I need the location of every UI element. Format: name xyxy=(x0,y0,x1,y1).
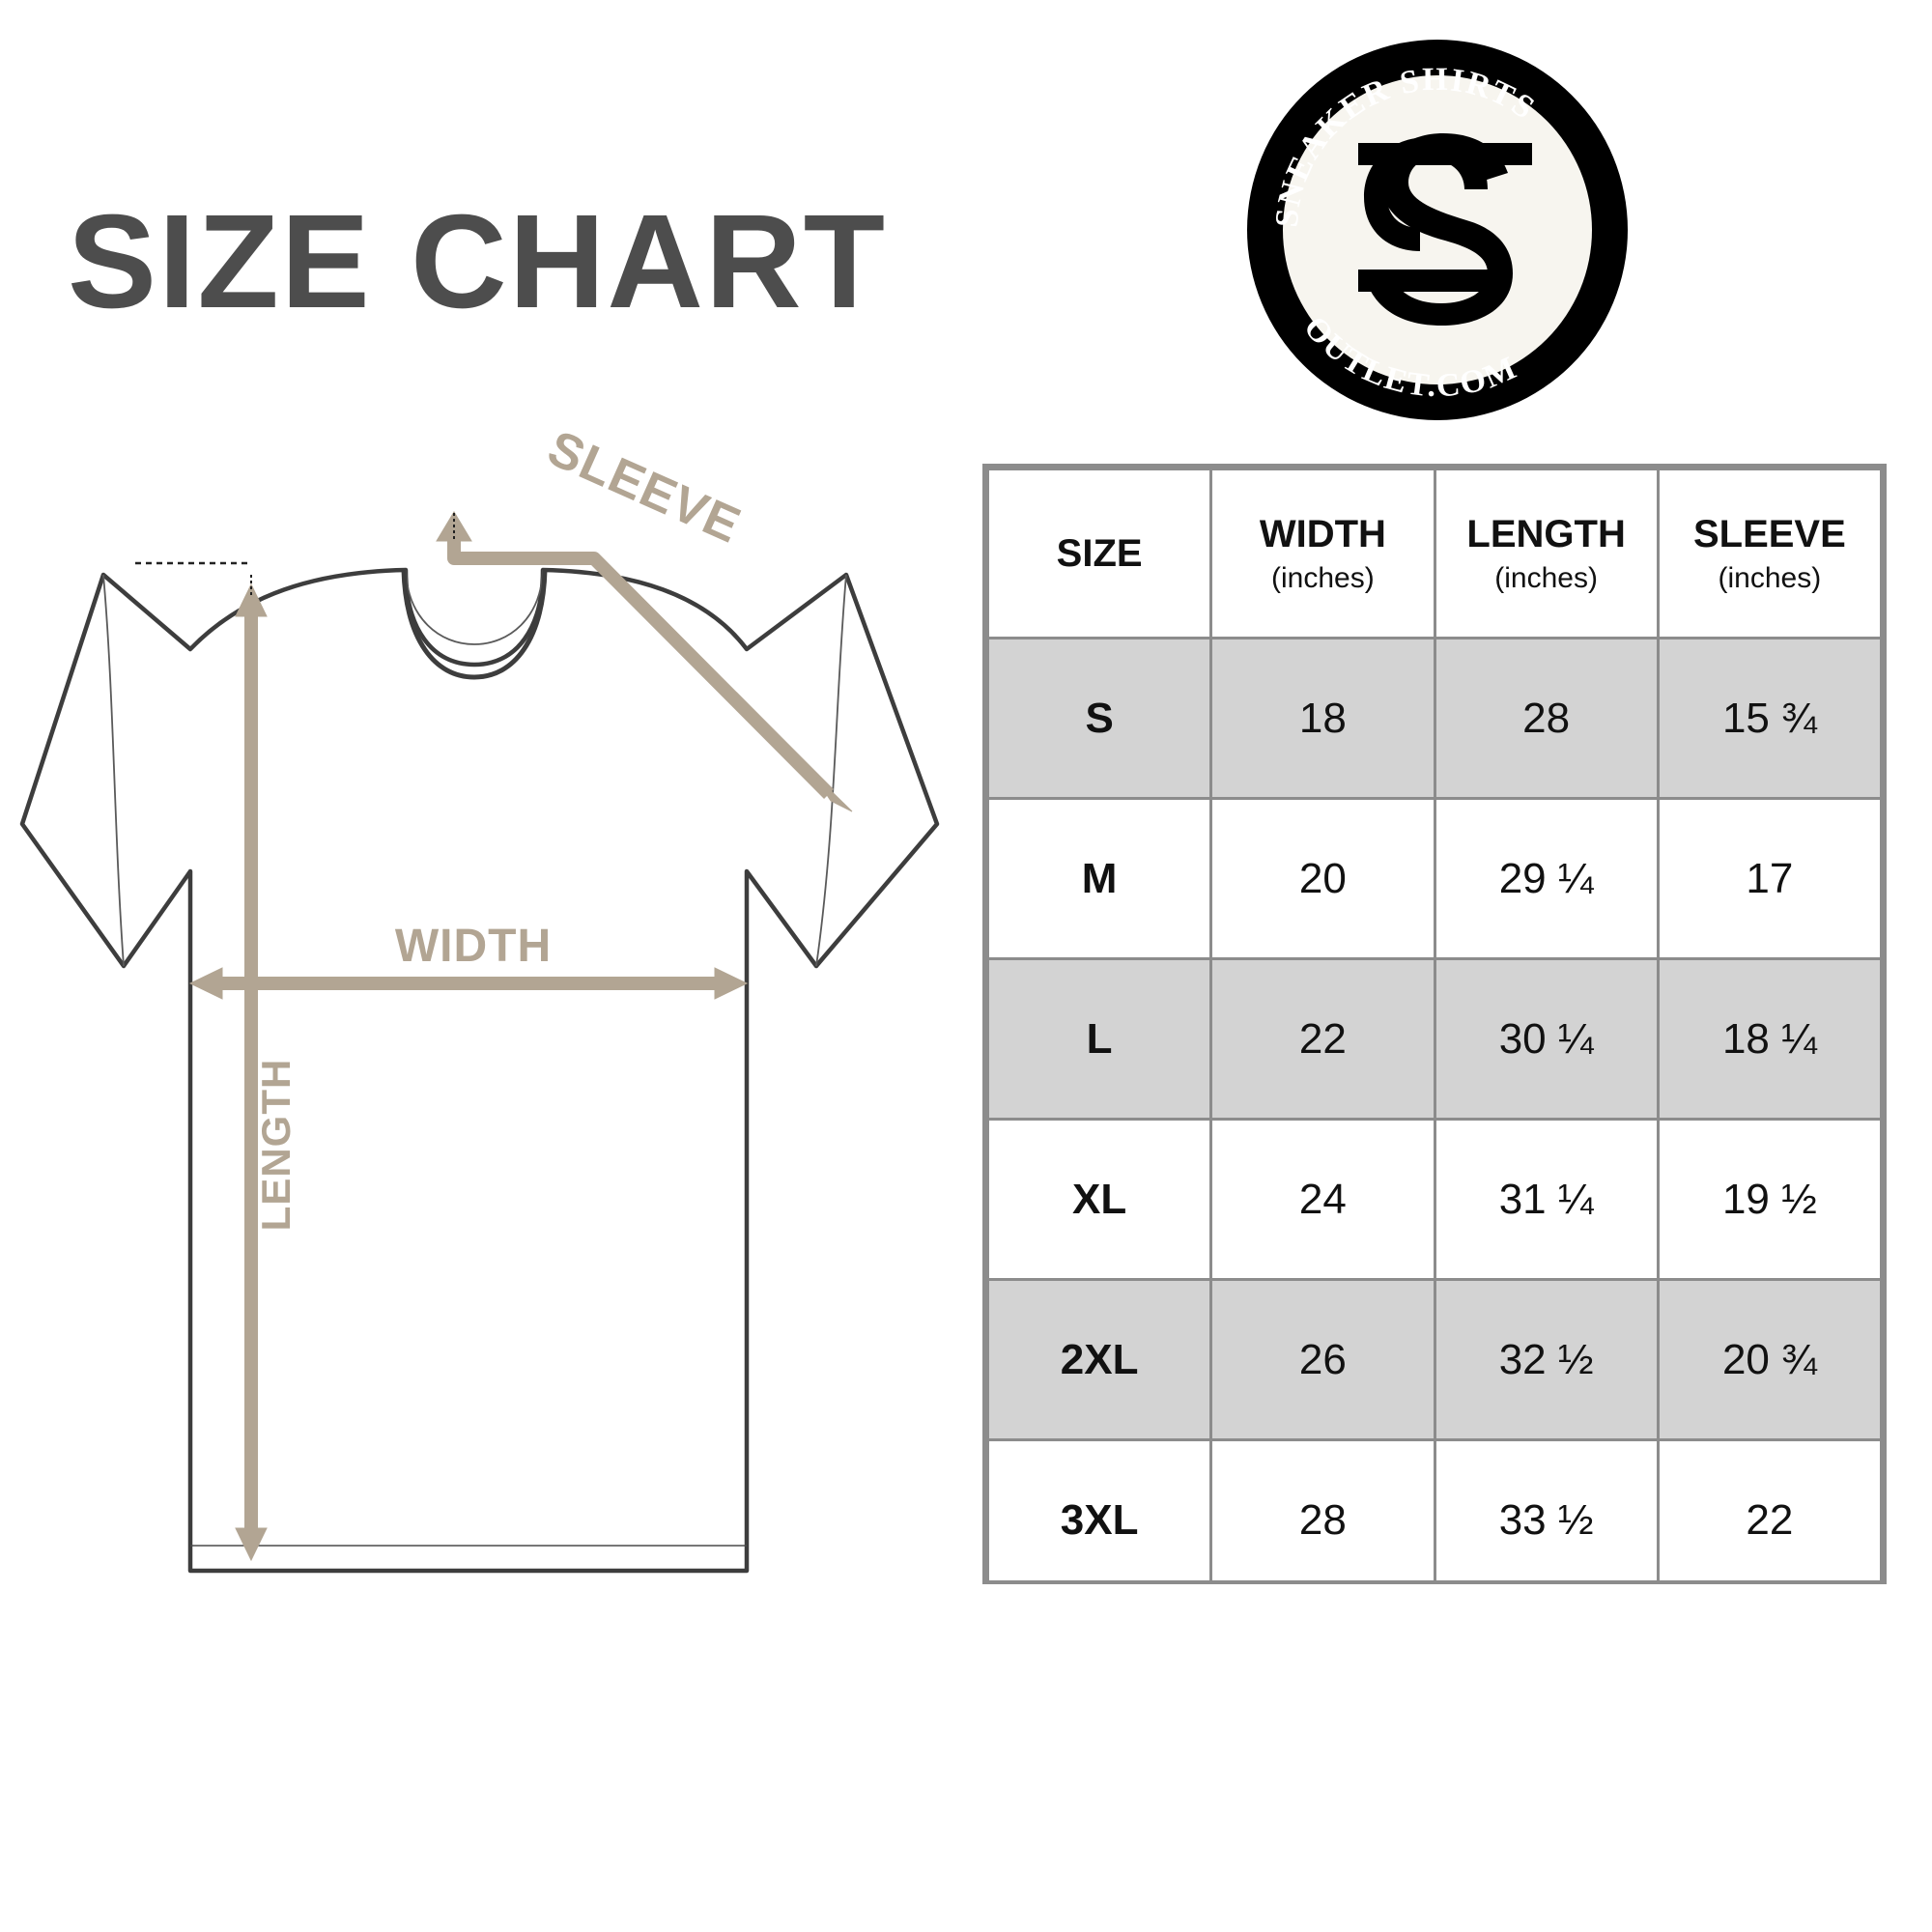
svg-text:SLEEVE: SLEEVE xyxy=(540,425,750,554)
svg-text:WIDTH: WIDTH xyxy=(395,921,552,972)
svg-text:LENGTH: LENGTH xyxy=(253,1059,298,1232)
